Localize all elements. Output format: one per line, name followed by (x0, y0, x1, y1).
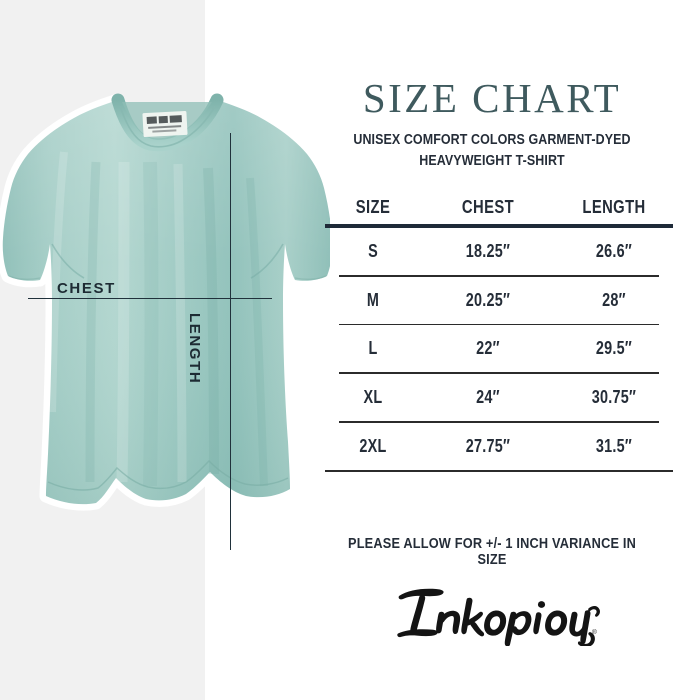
cell-size: S (368, 241, 378, 261)
column-header-length: LENGTH (582, 196, 646, 217)
chest-measure-label: CHEST (57, 280, 116, 297)
subtitle-line-2: HEAVYWEIGHT T-SHIRT (419, 152, 565, 169)
table-bottom-rule (325, 469, 673, 472)
cell-size: L (368, 338, 378, 359)
tshirt-product-image (0, 82, 330, 582)
cell-length: 26.6″ (595, 241, 633, 261)
cell-chest: 22″ (476, 338, 500, 359)
chest-measure-line (28, 298, 272, 299)
inkopious-brand-logo: ® (392, 584, 602, 646)
subtitle-line-1: UNISEX COMFORT COLORS GARMENT-DYED (353, 132, 631, 148)
size-table: SIZE CHEST LENGTH S 18.25″ 26.6″ M 20.25… (325, 190, 673, 472)
cell-size: M (366, 289, 380, 310)
table-row: XL 24″ 30.75″ (325, 374, 673, 421)
comfort-colors-neck-tag (142, 110, 188, 138)
table-row-divider (339, 323, 659, 326)
table-row: L 22″ 29.5″ (325, 325, 673, 372)
length-measure-label: LENGTH (186, 313, 203, 385)
table-row: M 20.25″ 28″ (325, 277, 673, 324)
cell-length: 31.5″ (595, 435, 633, 456)
cell-chest: 27.75″ (465, 435, 511, 456)
table-row-divider (339, 421, 659, 423)
cell-length: 30.75″ (591, 387, 637, 408)
cell-length: 29.5″ (595, 338, 633, 359)
table-row: S 18.25″ 26.6″ (325, 228, 673, 275)
column-header-size: SIZE (355, 196, 391, 217)
cell-size: 2XL (359, 435, 387, 456)
cell-length: 28″ (602, 289, 626, 310)
page-subtitle: UNISEX COMFORT COLORS GARMENT-DYED HEAVY… (335, 130, 648, 171)
column-header-chest: CHEST (461, 196, 515, 217)
length-measure-line (230, 133, 231, 550)
svg-text:®: ® (592, 628, 597, 636)
page-title: SIZE CHART (362, 75, 622, 121)
table-header-rule (325, 224, 673, 228)
cell-size: XL (363, 387, 383, 408)
table-row-divider (339, 372, 659, 375)
table-row-divider (339, 275, 659, 277)
cell-chest: 24″ (476, 387, 500, 408)
table-row: 2XL 27.75″ 31.5″ (325, 423, 673, 470)
cell-chest: 20.25″ (465, 289, 511, 310)
size-chart-content: SIZE CHART UNISEX COMFORT COLORS GARMENT… (310, 0, 700, 700)
cell-chest: 18.25″ (465, 241, 511, 261)
table-header-row: SIZE CHEST LENGTH (325, 190, 673, 224)
variance-note: PLEASE ALLOW FOR +/- 1 INCH VARIANCE IN … (348, 536, 636, 568)
